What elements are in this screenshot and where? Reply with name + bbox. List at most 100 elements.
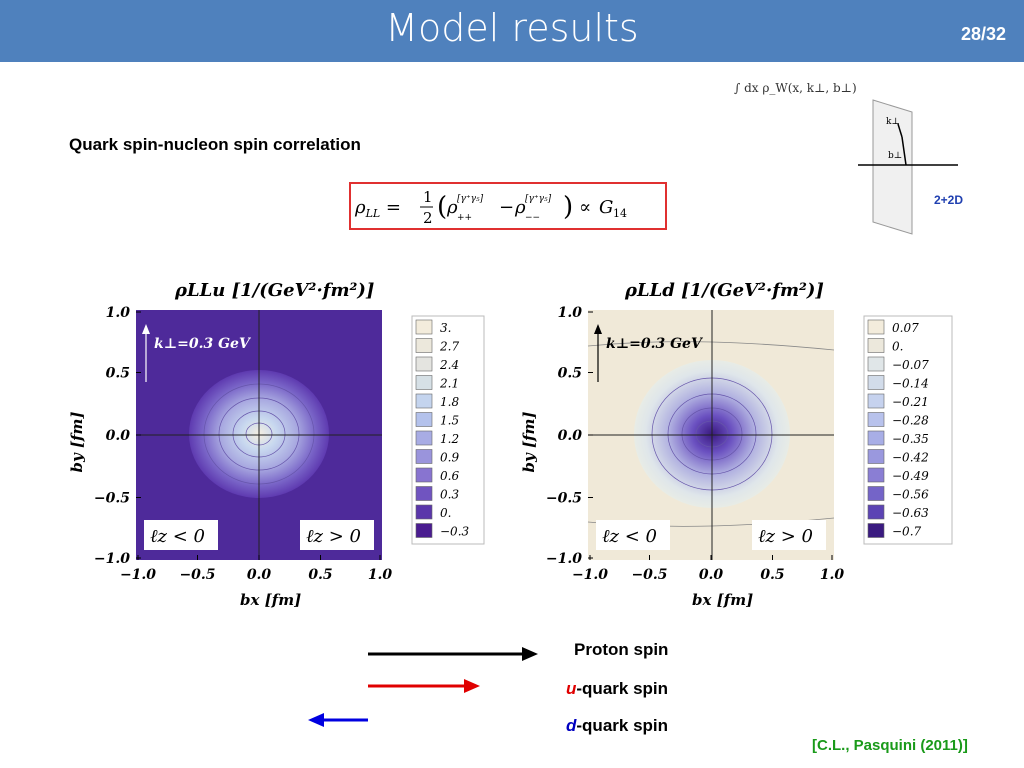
- u-right-region-label: ℓz > 0: [306, 526, 361, 547]
- u-ytick-label: 0.0: [106, 428, 131, 444]
- svg-text:ρLL =: ρLL =: [354, 197, 401, 220]
- u-legend-swatch: [415, 412, 433, 427]
- proton-spin-label: Proton spin: [574, 640, 669, 659]
- d-legend-value: −0.14: [892, 377, 929, 391]
- d-legend-swatch: [867, 523, 885, 538]
- formula-equation: ρLL = 1 2 ( ρ [γ⁺γ₅] ++ − ρ [γ⁺γ₅] −− ) …: [354, 188, 627, 227]
- u-legend-swatch: [415, 356, 433, 372]
- u-plot: ρLLu [1/(GeV²·fm²)] k⊥=0.3 GeV ℓz < 0 ℓz…: [68, 280, 485, 609]
- d-left-region-label: ℓz < 0: [602, 526, 657, 547]
- d-legend-value: −0.56: [892, 488, 929, 502]
- d-ylabel: by [fm]: [520, 412, 538, 473]
- page-title: Model results: [385, 6, 639, 50]
- d-ytick-label: 0.5: [558, 366, 582, 382]
- d-ytick-label: 1.0: [558, 305, 583, 321]
- u-k-label: k⊥=0.3 GeV: [154, 336, 252, 352]
- u-xtick-label: −0.5: [179, 567, 215, 583]
- d-ytick-label: −0.5: [546, 491, 582, 507]
- u-legend-swatch: [415, 467, 433, 483]
- d-plot: ρLLd [1/(GeV²·fm²)] k⊥=0.3 GeV ℓz < 0 ℓz…: [520, 280, 953, 609]
- u-legend-value: 0.: [440, 506, 451, 520]
- d-right-region-label: ℓz > 0: [758, 526, 813, 547]
- k-vector: [897, 123, 903, 138]
- b-vector: [901, 136, 907, 166]
- u-legend-swatch: [415, 338, 433, 353]
- d-ytick-label: 0.0: [558, 428, 583, 444]
- svg-text:−: −: [499, 197, 514, 218]
- d-xlabel: bx [fm]: [692, 591, 753, 609]
- svg-text:[γ⁺γ₅]: [γ⁺γ₅]: [457, 194, 484, 204]
- u-legend-value: 3.: [440, 321, 451, 335]
- u-xtick-label: 0.0: [247, 567, 272, 583]
- d-legend-value: −0.42: [892, 451, 929, 465]
- u-xtick-label: −1.0: [120, 567, 156, 583]
- d-legend-value: −0.7: [892, 525, 922, 539]
- u-legend-value: 0.9: [440, 451, 459, 465]
- svg-text:++: ++: [457, 213, 472, 223]
- b-label: b⊥: [888, 151, 902, 161]
- u-legend-value: 1.2: [440, 432, 459, 446]
- u-ytick-label: −1.0: [94, 551, 130, 567]
- u-legend-value: 0.6: [440, 469, 459, 483]
- d-legend-value: −0.35: [892, 432, 929, 446]
- d-xtick-label: 1.0: [820, 567, 845, 583]
- section-subtitle: Quark spin-nucleon spin correlation: [69, 135, 361, 154]
- d-xtick-label: −1.0: [572, 567, 608, 583]
- u-legend-swatch: [415, 375, 433, 390]
- d-legend-swatch: [867, 504, 885, 520]
- d-ytick-label: −1.0: [546, 551, 582, 567]
- d-legend-swatch: [867, 430, 885, 446]
- svg-text:2: 2: [423, 209, 433, 227]
- d-legend-value: −0.49: [892, 469, 929, 483]
- u-ylabel: by [fm]: [68, 412, 86, 473]
- d-xtick-label: 0.5: [760, 567, 784, 583]
- u-legend-value: 2.4: [439, 358, 459, 372]
- svg-text:ρ: ρ: [446, 197, 458, 218]
- page-number: 28/32: [960, 24, 1006, 44]
- svg-text:G: G: [599, 197, 613, 218]
- inset-diagram: ∫ dx ρ_W(x, k⊥, b⊥) k⊥ b⊥: [734, 81, 958, 235]
- u-legend-swatch: [415, 504, 433, 520]
- d-legend-value: −0.63: [892, 506, 929, 520]
- svg-text:14: 14: [613, 207, 627, 220]
- d-legend-swatch: [867, 338, 885, 353]
- d-k-label: k⊥=0.3 GeV: [606, 336, 704, 352]
- svg-text:): ): [563, 192, 573, 222]
- d-quark-spin-label: d-quark spin: [566, 716, 669, 735]
- u-ytick-label: −0.5: [94, 491, 130, 507]
- d-legend-swatch: [867, 319, 885, 335]
- d-legend-value: −0.07: [892, 358, 929, 372]
- d-legend-swatch: [867, 356, 885, 372]
- d-legend-value: −0.28: [892, 414, 929, 428]
- svg-text:[γ⁺γ₅]: [γ⁺γ₅]: [525, 194, 552, 204]
- u-plot-title: ρLLu [1/(GeV²·fm²)]: [174, 280, 374, 301]
- d-right-region-box: [752, 520, 826, 550]
- d-legend-swatch: [867, 467, 885, 483]
- svg-text:∝: ∝: [579, 197, 591, 218]
- u-xlabel: bx [fm]: [240, 591, 301, 609]
- u-left-region-label: ℓz < 0: [150, 526, 205, 547]
- u-left-region-box: [144, 520, 218, 550]
- d-xtick-label: 0.0: [699, 567, 724, 583]
- formula-box: ρLL = 1 2 ( ρ [γ⁺γ₅] ++ − ρ [γ⁺γ₅] −− ) …: [349, 182, 667, 230]
- d-left-region-box: [596, 520, 670, 550]
- dimension-tag: 2+2D: [934, 193, 964, 207]
- d-legend-value: 0.: [892, 340, 903, 354]
- u-ytick-label: 0.5: [106, 366, 130, 382]
- u-legend-value: 0.3: [440, 488, 459, 502]
- d-legend-swatch: [867, 486, 885, 501]
- d-legend-value: 0.07: [892, 321, 919, 335]
- citation: [C.L., Pasquini (2011)]: [812, 737, 968, 754]
- d-plot-title: ρLLd [1/(GeV²·fm²)]: [624, 280, 824, 301]
- d-legend-swatch: [867, 393, 885, 409]
- d-legend-swatch: [867, 412, 885, 427]
- k-label: k⊥: [886, 117, 900, 127]
- d-xtick-label: −0.5: [631, 567, 667, 583]
- svg-text:(: (: [437, 192, 447, 222]
- u-legend-swatch: [415, 486, 433, 501]
- u-legend-swatch: [415, 319, 433, 335]
- u-legend-value: 1.5: [440, 414, 459, 428]
- d-legend-swatch: [867, 449, 885, 464]
- u-xtick-label: 0.5: [308, 567, 332, 583]
- u-legend-swatch: [415, 430, 433, 446]
